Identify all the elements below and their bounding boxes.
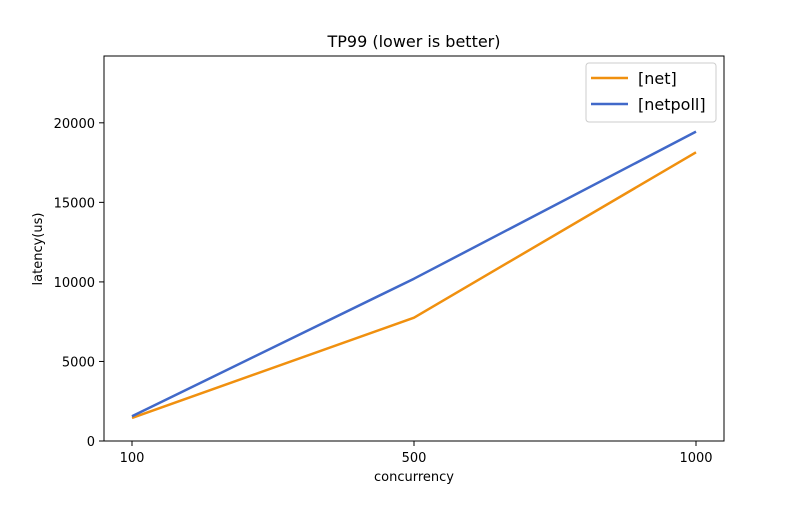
y-axis-label: latency(us) bbox=[31, 213, 46, 286]
y-axis-ticks: 0 5000 10000 15000 20000 bbox=[54, 117, 104, 450]
legend-label-net: [net] bbox=[638, 69, 677, 88]
x-tick-label: 500 bbox=[402, 451, 427, 466]
series-line-net bbox=[131, 151, 697, 420]
y-tick-label: 5000 bbox=[62, 355, 95, 370]
y-tick-label: 0 bbox=[87, 435, 95, 450]
x-tick-label: 100 bbox=[120, 451, 145, 466]
legend: [net] [netpoll] bbox=[585, 62, 717, 123]
legend-label-netpoll: [netpoll] bbox=[638, 95, 706, 114]
y-tick-label: 20000 bbox=[54, 117, 95, 132]
y-tick-label: 15000 bbox=[54, 196, 95, 211]
x-axis-label: concurrency bbox=[374, 470, 454, 485]
chart-title: TP99 (lower is better) bbox=[326, 32, 500, 51]
x-tick-label: 1000 bbox=[679, 451, 712, 466]
y-tick-label: 10000 bbox=[54, 276, 95, 291]
x-axis-ticks: 100 500 1000 bbox=[120, 441, 713, 466]
series-lines bbox=[131, 130, 697, 420]
series-line-netpoll bbox=[131, 130, 697, 418]
